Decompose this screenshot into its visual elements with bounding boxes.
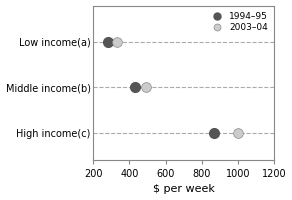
Legend: 1994–95, 2003–04: 1994–95, 2003–04 [206,10,270,33]
X-axis label: $ per week: $ per week [153,184,215,194]
